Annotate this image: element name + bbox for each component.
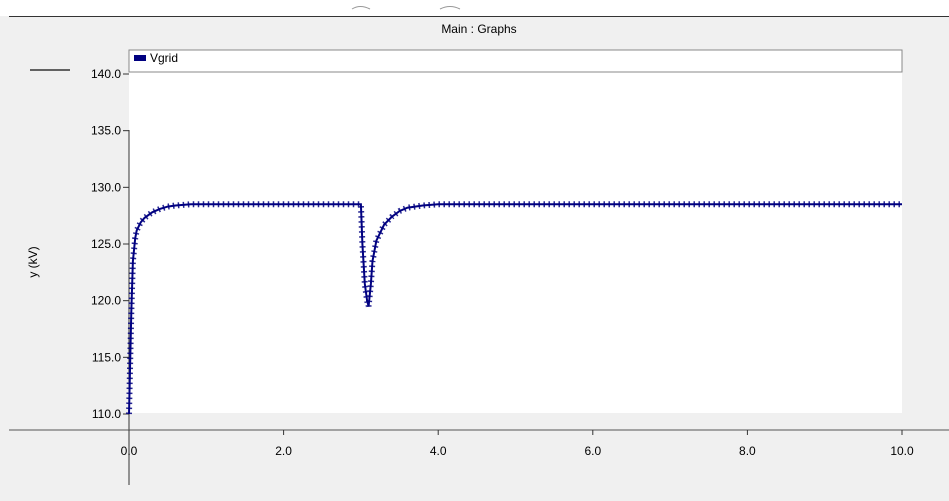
y-tick-label: 110.0 [92,407,121,421]
x-tick-label: 0.0 [121,444,138,458]
x-tick-label: 6.0 [584,444,601,458]
x-tick-label: 10.0 [890,444,914,458]
plot-area [129,72,902,413]
x-tick-label: 2.0 [275,444,292,458]
legend-swatch [134,55,146,61]
legend-box [129,50,902,72]
y-ticks: 110.0 115.0 120.0 125.0 130.0 135.0 140.0 [91,67,129,421]
y-tick-label: 130.0 [91,180,121,194]
y-tick-label: 135.0 [91,124,121,138]
legend-label: Vgrid [150,51,178,65]
y-tick-label: 140.0 [91,67,121,81]
y-tick-label: 120.0 [91,294,121,308]
y-tick-label: 115.0 [92,350,121,364]
x-tick-label: 8.0 [739,444,756,458]
x-ticks: 0.0 2.0 4.0 6.0 8.0 10.0 [121,430,914,458]
y-tick-label: 125.0 [91,237,121,251]
x-tick-label: 4.0 [430,444,447,458]
y-axis-label: y (kV) [26,246,40,277]
